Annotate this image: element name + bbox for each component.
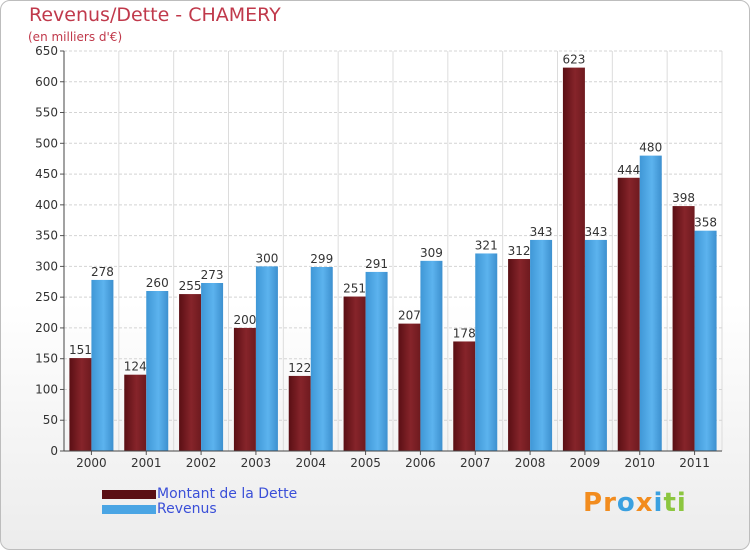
bar-dette-2005 bbox=[343, 296, 366, 451]
y-tick-label: 200 bbox=[35, 321, 58, 335]
logo-letter: o bbox=[616, 488, 636, 518]
legend-label-dette: Montant de la Dette bbox=[157, 486, 298, 502]
bar-dette-2009 bbox=[562, 67, 585, 451]
bar-revenus-2005 bbox=[365, 271, 388, 451]
bar-revenus-2002 bbox=[201, 283, 224, 451]
data-label-dette-2002: 255 bbox=[179, 279, 202, 293]
bar-dette-2002 bbox=[179, 294, 202, 451]
y-tick-label: 600 bbox=[35, 75, 58, 89]
y-tick-label: 350 bbox=[35, 229, 58, 243]
y-tick-label: 550 bbox=[35, 106, 58, 120]
x-tick-label: 2001 bbox=[131, 456, 162, 470]
x-tick-label: 2011 bbox=[679, 456, 710, 470]
bar-revenus-2009 bbox=[584, 239, 607, 451]
bar-revenus-2003 bbox=[255, 266, 278, 451]
x-tick-label: 2010 bbox=[624, 456, 655, 470]
chart-subtitle: (en milliers d'€) bbox=[28, 30, 123, 44]
data-label-revenus-2011: 358 bbox=[694, 216, 717, 230]
logo-letter: i bbox=[676, 488, 687, 518]
data-label-revenus-2005: 291 bbox=[365, 257, 388, 271]
x-tick-label: 2006 bbox=[405, 456, 436, 470]
logo-letter: t bbox=[663, 488, 677, 518]
x-tick-label: 2008 bbox=[515, 456, 546, 470]
bar-revenus-2010 bbox=[639, 155, 662, 451]
y-tick-label: 300 bbox=[35, 259, 58, 273]
bar-revenus-2001 bbox=[146, 291, 169, 451]
bar-revenus-2000 bbox=[91, 279, 114, 451]
x-tick-label: 2004 bbox=[295, 456, 326, 470]
data-label-dette-2003: 200 bbox=[233, 313, 256, 327]
legend-label-revenus: Revenus bbox=[157, 501, 217, 517]
bar-dette-2006 bbox=[398, 323, 421, 451]
bar-revenus-2004 bbox=[310, 267, 333, 451]
data-label-revenus-2010: 480 bbox=[639, 141, 662, 155]
logo-letter: P bbox=[583, 488, 604, 518]
data-label-dette-2001: 124 bbox=[124, 360, 147, 374]
data-label-dette-2009: 623 bbox=[562, 53, 585, 67]
bar-dette-2004 bbox=[288, 375, 311, 451]
bar-dette-2010 bbox=[617, 177, 640, 451]
data-label-dette-2000: 151 bbox=[69, 343, 92, 357]
data-label-revenus-2004: 299 bbox=[310, 252, 333, 266]
data-label-dette-2005: 251 bbox=[343, 282, 366, 296]
y-tick-label: 150 bbox=[35, 352, 58, 366]
data-label-dette-2007: 178 bbox=[453, 326, 476, 340]
y-tick-label: 250 bbox=[35, 290, 58, 304]
bar-revenus-2011 bbox=[694, 230, 717, 451]
data-label-dette-2008: 312 bbox=[508, 244, 531, 258]
bar-dette-2001 bbox=[124, 374, 147, 451]
data-label-revenus-2006: 309 bbox=[420, 246, 443, 260]
y-tick-label: 400 bbox=[35, 198, 58, 212]
bar-dette-2008 bbox=[508, 259, 531, 451]
logo-letter: r bbox=[603, 488, 617, 518]
x-tick-label: 2007 bbox=[460, 456, 491, 470]
data-label-revenus-2001: 260 bbox=[146, 276, 169, 290]
bar-dette-2000 bbox=[69, 358, 92, 451]
bar-dette-2007 bbox=[453, 341, 476, 451]
data-label-dette-2010: 444 bbox=[617, 163, 640, 177]
y-tick-label: 650 bbox=[35, 44, 58, 58]
x-tick-label: 2002 bbox=[186, 456, 217, 470]
data-label-dette-2006: 207 bbox=[398, 309, 421, 323]
x-tick-label: 2000 bbox=[76, 456, 107, 470]
data-label-dette-2011: 398 bbox=[672, 191, 695, 205]
bar-dette-2011 bbox=[672, 206, 695, 451]
data-label-revenus-2000: 278 bbox=[91, 265, 114, 279]
data-label-revenus-2007: 321 bbox=[475, 238, 498, 252]
bar-revenus-2006 bbox=[420, 260, 443, 451]
legend-swatch-dette bbox=[102, 490, 156, 499]
chart-title: Revenus/Dette - CHAMERY bbox=[29, 4, 281, 26]
y-tick-label: 500 bbox=[35, 136, 58, 150]
data-label-revenus-2009: 343 bbox=[584, 225, 607, 239]
y-tick-label: 100 bbox=[35, 382, 58, 396]
bar-dette-2003 bbox=[233, 327, 256, 451]
data-label-revenus-2002: 273 bbox=[201, 268, 224, 282]
x-tick-label: 2005 bbox=[350, 456, 381, 470]
data-label-revenus-2003: 300 bbox=[255, 251, 278, 265]
y-tick-label: 50 bbox=[43, 413, 58, 427]
x-tick-label: 2003 bbox=[241, 456, 272, 470]
data-label-dette-2004: 122 bbox=[288, 361, 311, 375]
data-label-revenus-2008: 343 bbox=[530, 225, 553, 239]
proxiti-logo: Proxiti bbox=[583, 488, 687, 518]
bar-revenus-2007 bbox=[475, 253, 498, 451]
bar-revenus-2008 bbox=[530, 239, 553, 451]
x-tick-label: 2009 bbox=[570, 456, 601, 470]
logo-letter: i bbox=[653, 488, 664, 518]
y-tick-label: 0 bbox=[50, 444, 58, 458]
y-tick-label: 450 bbox=[35, 167, 58, 181]
legend-swatch-revenus bbox=[102, 505, 156, 514]
logo-letter: x bbox=[635, 488, 654, 518]
